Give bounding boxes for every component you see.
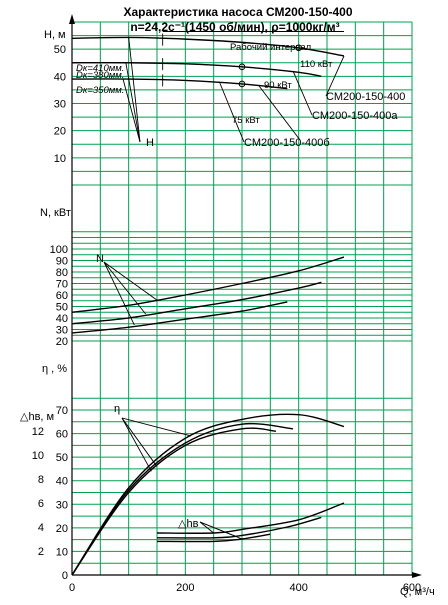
npsh-curve-1 <box>156 516 322 539</box>
head-curve-2 <box>71 78 288 90</box>
dh-leader-1 <box>199 521 214 534</box>
tick-labels: 0 200 400 600102030405020304050607080901000… <box>32 44 421 594</box>
efficiency-tick-label: 50 <box>56 452 68 464</box>
power-tick-label: 50 <box>56 302 68 314</box>
power-tick-label: 70 <box>56 279 68 291</box>
y-axis-arrow <box>69 14 75 24</box>
head-tick-label: 20 <box>54 126 66 138</box>
head-tick-label: 30 <box>54 99 66 111</box>
efficiency-curve-0 <box>71 413 345 576</box>
power-tick-label: 100 <box>50 244 68 256</box>
n-leader-1 <box>103 261 158 301</box>
power-tick-label: 80 <box>56 267 68 279</box>
head-curve-1 <box>71 61 322 78</box>
power-curve-1 <box>71 281 322 325</box>
model-c-leader <box>258 85 301 141</box>
model-a-label: СМ200-150-400 <box>326 91 405 103</box>
efficiency-axis-label: η , % <box>42 363 67 375</box>
npsh-tick-label: 2 <box>38 546 44 558</box>
legend-d410: Dк=410мм. <box>76 63 124 74</box>
dh-leader-3 <box>199 521 243 540</box>
power-110-label: 110 кВт <box>300 59 333 70</box>
efficiency-tick-label: 0 <box>62 570 68 582</box>
npsh-tick-label: 6 <box>38 498 44 510</box>
head-curve-0 <box>71 36 345 57</box>
h-leader-2 <box>125 62 141 143</box>
npsh-tick-label: 8 <box>38 474 44 486</box>
power-90-marker <box>238 63 246 71</box>
model-b-label: СМ200-150-400а <box>312 110 398 122</box>
efficiency-tick-label: 30 <box>56 499 68 511</box>
curves <box>71 36 345 576</box>
eta-leader-3 <box>121 417 158 467</box>
x-tick-label: 0 <box>69 582 75 594</box>
h-leader-1 <box>128 37 141 143</box>
efficiency-tick-label: 10 <box>56 546 68 558</box>
legend-d350: Dк=350мм. <box>76 85 124 96</box>
efficiency-tick-label: 40 <box>56 476 68 488</box>
power-110-marker <box>295 44 302 52</box>
npsh-tick-label: 12 <box>32 426 44 438</box>
chart-subtitle: n=24,2с⁻¹(1450 об/мин), ρ=1000кг/м³ <box>130 20 339 34</box>
model-c-label: СМ200-150-400б <box>244 137 330 149</box>
legend-d380: Dк=380мм. <box>76 70 124 81</box>
x-tick-label: 600 <box>403 582 421 594</box>
power-tick-label: 40 <box>56 313 68 325</box>
power-90-label: 90 кВт <box>264 80 292 91</box>
chart-title: Характеристика насоса СМ200-150-400 <box>123 5 352 19</box>
efficiency-marker-label: η <box>114 403 120 415</box>
npsh-curve-2 <box>156 533 271 543</box>
head-tick-label: 40 <box>54 71 66 83</box>
efficiency-tick-label: 60 <box>56 429 68 441</box>
head-tick-label: 10 <box>54 153 66 165</box>
grid <box>72 21 413 576</box>
x-tick-label: 400 <box>289 582 307 594</box>
efficiency-curve-2 <box>71 427 277 576</box>
eta-leader-1 <box>121 417 192 437</box>
model-c-leader-2 <box>218 81 245 143</box>
annotation-lines <box>103 31 345 540</box>
axes <box>69 14 422 578</box>
eta-leader-2 <box>121 417 152 472</box>
npsh-axis-label: △hв, м <box>20 411 54 423</box>
power-tick-label: 20 <box>56 336 68 348</box>
efficiency-tick-label: 70 <box>56 405 68 417</box>
power-tick-label: 30 <box>56 325 68 337</box>
npsh-curve-0 <box>156 502 345 534</box>
model-b-leader <box>292 70 313 116</box>
n-leader-2 <box>103 261 147 315</box>
npsh-tick-label: 10 <box>32 450 44 462</box>
power-marker-label: N <box>96 253 104 265</box>
x-axis-arrow <box>412 572 422 578</box>
power-tick-label: 90 <box>56 256 68 268</box>
power-axis-label: N, кВт <box>40 207 71 219</box>
power-tick-label: 60 <box>56 290 68 302</box>
efficiency-curve-1 <box>71 422 294 576</box>
head-axis-label: H, м <box>44 29 66 41</box>
text-labels: Характеристика насоса СМ200-150-400 n=24… <box>20 5 435 598</box>
head-marker-label: H <box>146 137 154 149</box>
power-75-marker <box>238 80 246 88</box>
n-leader-3 <box>103 261 135 326</box>
efficiency-tick-label: 20 <box>56 523 68 535</box>
working-interval-label: Рабочий интервал <box>230 42 311 53</box>
x-tick-label: 200 <box>176 582 194 594</box>
power-75-label: 75 кВт <box>232 115 260 126</box>
power-curve-2 <box>71 301 288 334</box>
npsh-tick-label: 4 <box>38 522 44 534</box>
head-tick-label: 50 <box>54 44 66 56</box>
x-axis-label: Q, м³/ч <box>400 586 435 598</box>
npsh-marker-label: △hв <box>178 518 199 530</box>
h-leader-3 <box>122 78 141 143</box>
power-curve-0 <box>71 256 345 313</box>
model-a-leader <box>325 55 345 97</box>
